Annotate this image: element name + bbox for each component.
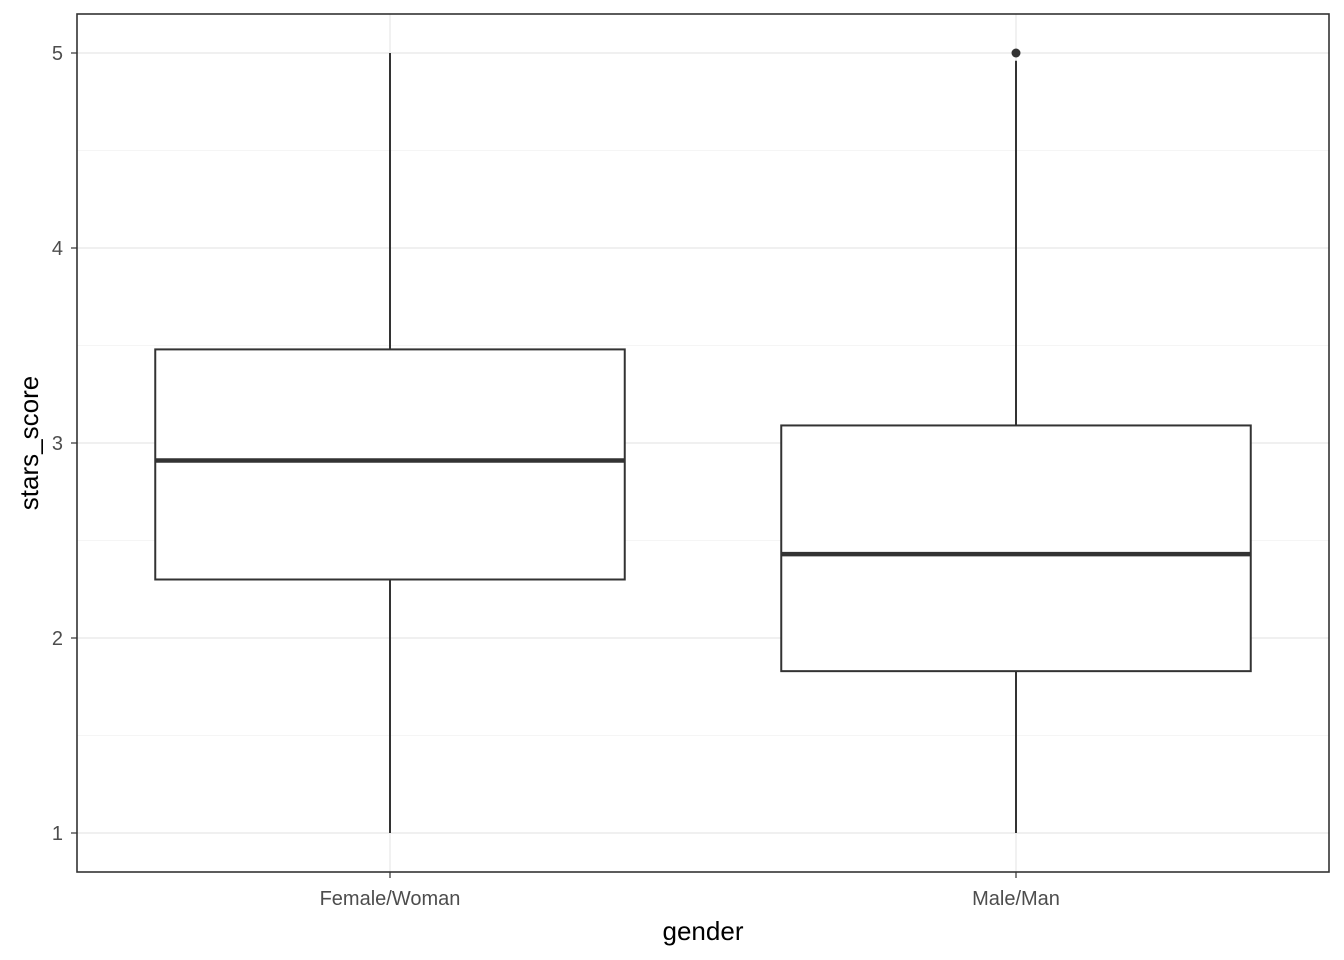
outlier-point: [1011, 48, 1021, 58]
x-tick-label: Male/Man: [972, 888, 1060, 910]
x-axis: Female/Woman Male/Man: [320, 872, 1060, 910]
y-tick-label: 2: [52, 628, 63, 650]
y-tick-label: 3: [52, 433, 63, 455]
y-tick-label: 1: [52, 823, 63, 845]
box-iqr: [780, 424, 1252, 673]
box-group: [154, 53, 626, 833]
y-tick-label: 4: [52, 238, 63, 260]
boxes: [154, 48, 1252, 833]
y-axis-title: stars_score: [14, 376, 44, 510]
x-tick-label: Female/Woman: [320, 888, 461, 910]
y-axis: 1 2 3 4 5: [52, 43, 77, 845]
box-group: [780, 48, 1252, 833]
box-iqr: [154, 348, 626, 581]
x-axis-title: gender: [663, 916, 744, 946]
y-tick-label: 5: [52, 43, 63, 65]
